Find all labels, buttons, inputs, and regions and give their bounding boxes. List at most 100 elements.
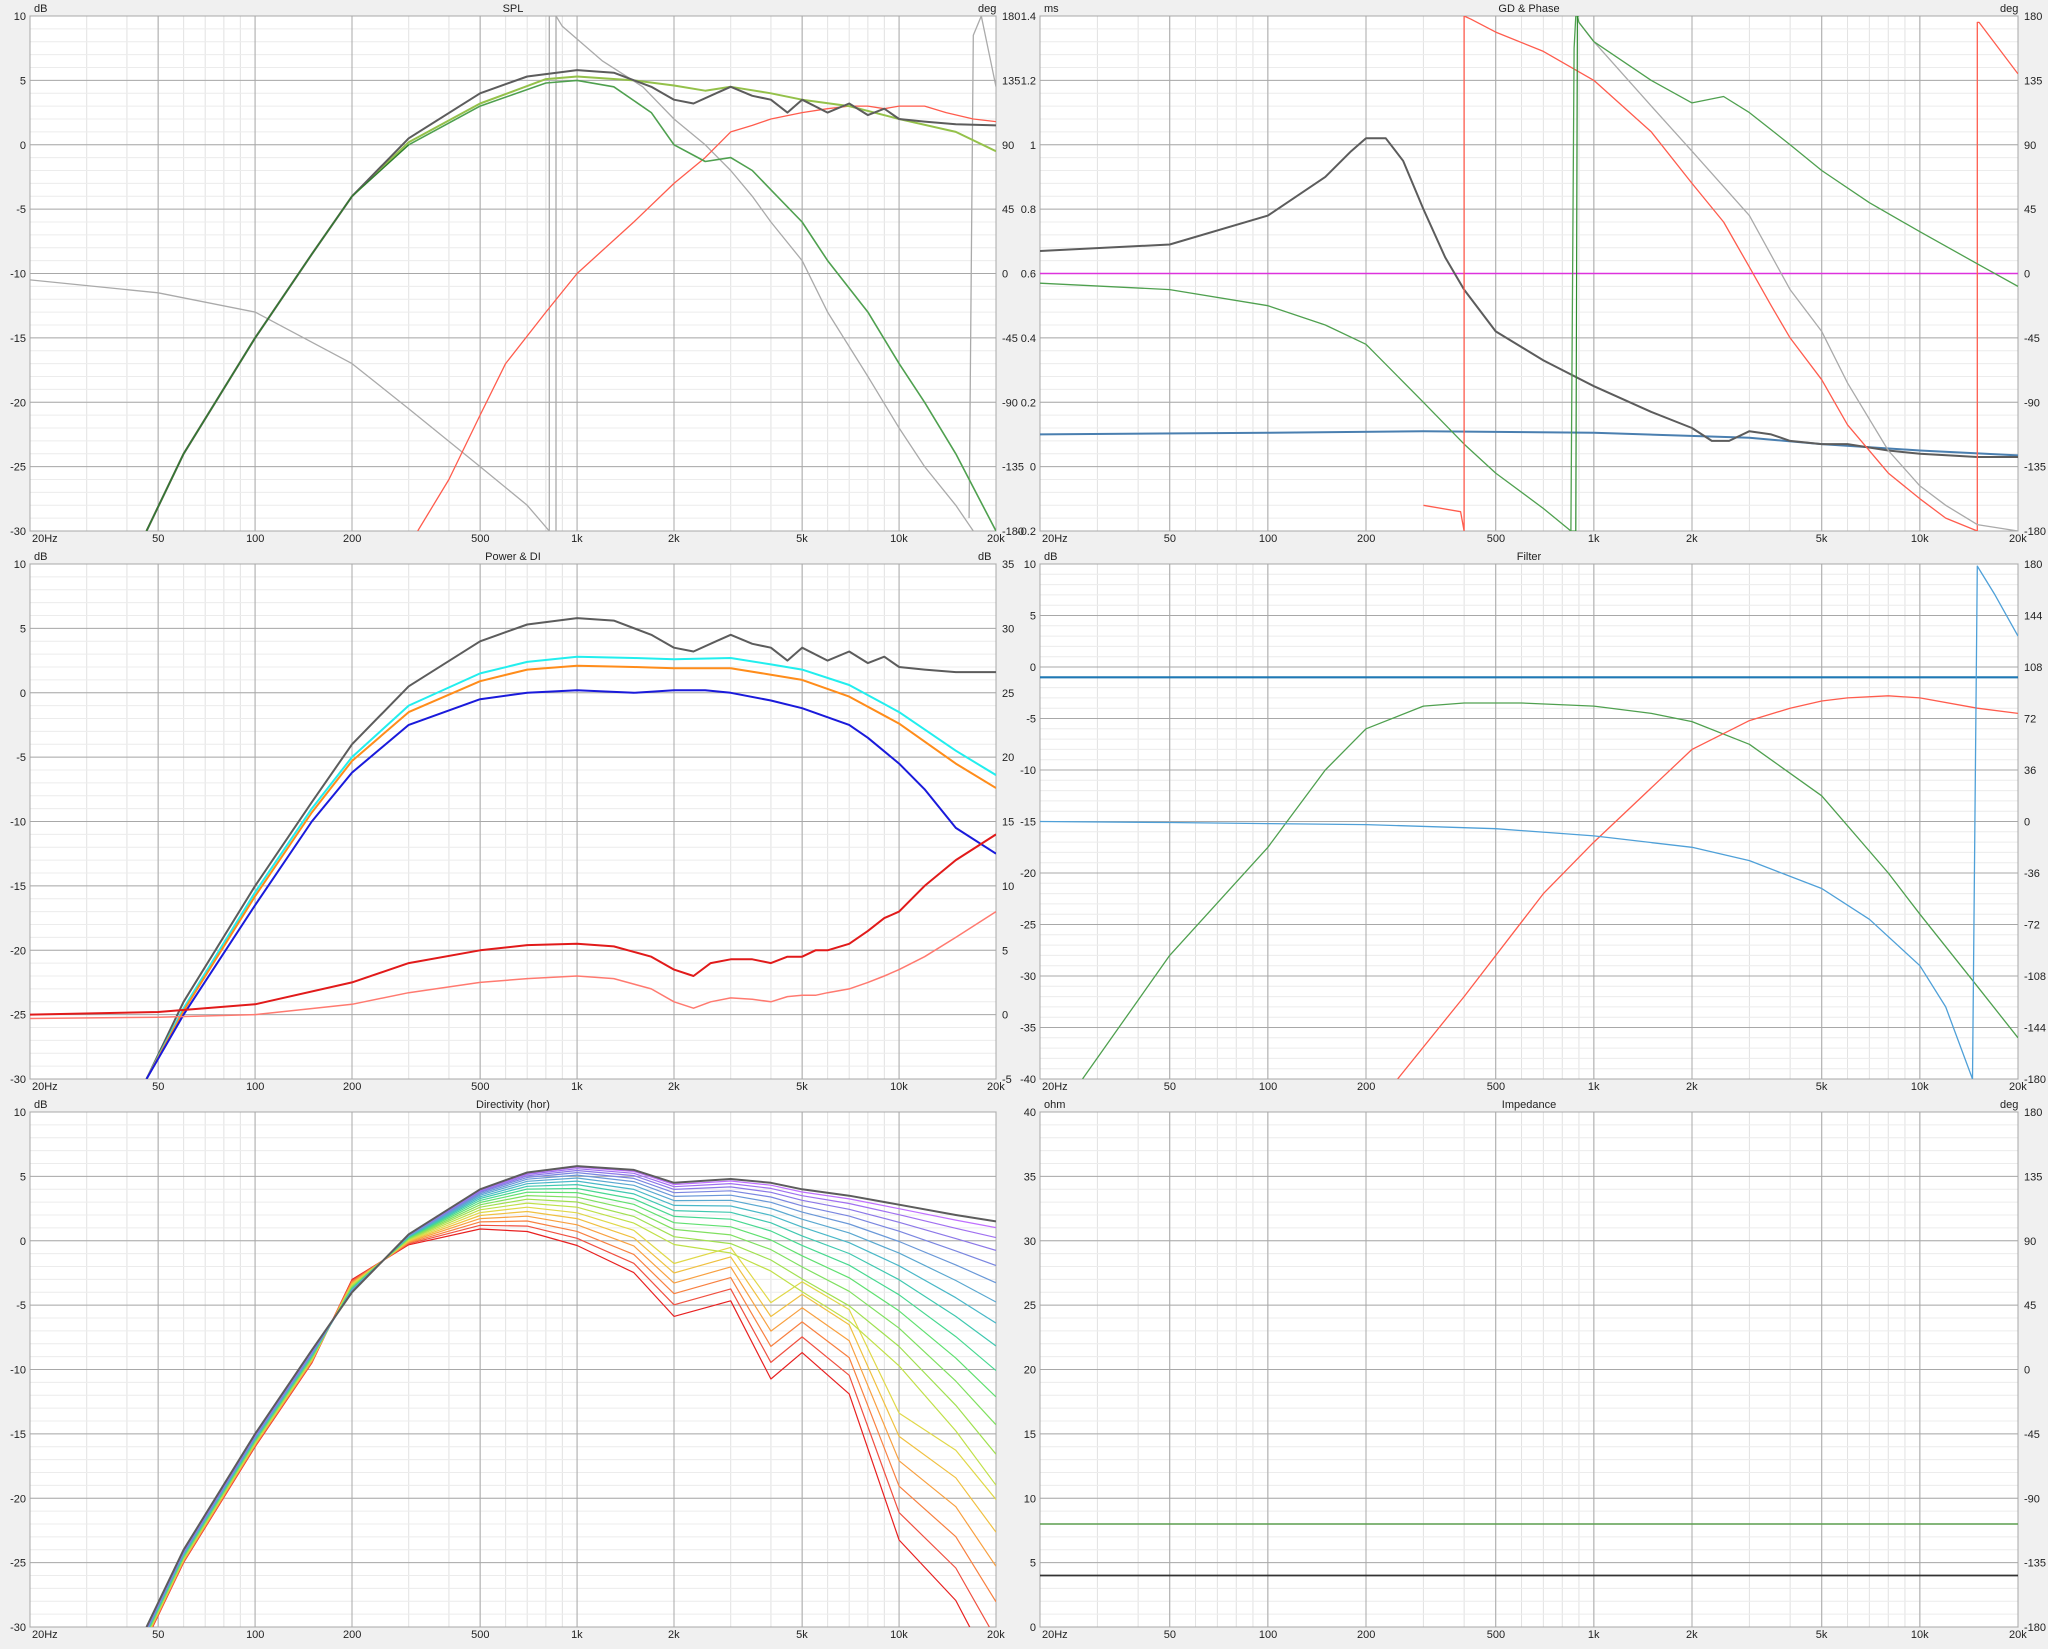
x-tick-label: 500 xyxy=(471,533,489,545)
series-line xyxy=(555,16,974,531)
y2-tick-label: 180 xyxy=(2024,1107,2042,1119)
x-tick-label: 50 xyxy=(152,533,164,545)
chart-impedance: 20Hz 50 100 200 500 1k 2k 5k 10k 20k4035302520151… xyxy=(1024,1099,2046,1641)
y-tick-label: -10 xyxy=(10,817,26,829)
y2-tick-label: 180 xyxy=(2024,11,2042,23)
y2-tick-label: -45 xyxy=(1002,333,1018,345)
y2-tick-label: 5 xyxy=(1002,945,1008,957)
y2-tick-label: -108 xyxy=(2024,971,2046,983)
x-tick-label: 20k xyxy=(2009,533,2027,545)
y-tick-label: 1.2 xyxy=(1021,75,1036,87)
x-tick-label: 10k xyxy=(890,1629,908,1641)
series-line xyxy=(1040,282,1576,531)
series-group xyxy=(30,16,996,531)
y2-tick-label: 15 xyxy=(1002,817,1014,829)
y2-tick-label: 0 xyxy=(1002,269,1008,281)
y-tick-label: -20 xyxy=(1020,868,1036,880)
y-tick-label: -25 xyxy=(10,1558,26,1570)
x-tick-label: 100 xyxy=(246,1081,264,1093)
chart-gd: 20Hz 50 100 200 500 1k 2k 5k 10k 20k 1.4 1.2 1 0.8 0.6… xyxy=(1017,3,2046,545)
y2-tick-label: 25 xyxy=(1002,688,1014,700)
y2-tick-label: 20 xyxy=(1002,752,1014,764)
x-tick-label: 20k xyxy=(2009,1629,2027,1641)
series-line xyxy=(417,105,996,531)
chart-title: Power & DI xyxy=(485,551,541,563)
y-tick-label: -10 xyxy=(10,269,26,281)
x-tick-label: 50 xyxy=(1164,1629,1176,1641)
y2-tick-label: -36 xyxy=(2024,868,2040,880)
y-tick-label: -15 xyxy=(10,1429,26,1441)
x-tick-label: 1k xyxy=(571,1081,583,1093)
y-tick-label: 10 xyxy=(14,11,26,23)
y-unit-label: dB xyxy=(34,551,47,563)
x-tick-label: 500 xyxy=(471,1629,489,1641)
series-line xyxy=(1570,16,2018,531)
x-tick-label: 20Hz xyxy=(32,1629,58,1641)
x-tick-label: 500 xyxy=(1487,533,1505,545)
x-tick-label: 10k xyxy=(1911,533,1929,545)
x-tick-label: 2k xyxy=(1686,533,1698,545)
y-tick-label: -40 xyxy=(1020,1074,1036,1086)
y-tick-label: 10 xyxy=(1024,559,1036,571)
y-tick-label: 0.4 xyxy=(1021,333,1036,345)
series-line xyxy=(968,16,996,519)
x-tick-label: 200 xyxy=(343,1629,361,1641)
y2-tick-label: -5 xyxy=(1002,1074,1012,1086)
x-tick-label: 2k xyxy=(668,1629,680,1641)
series-line xyxy=(1081,702,2018,1079)
x-tick-label: 50 xyxy=(152,1629,164,1641)
y2-tick-label: 30 xyxy=(1002,623,1014,635)
y2-tick-label: 45 xyxy=(2024,204,2036,216)
x-tick-label: 5k xyxy=(796,1081,808,1093)
series-line xyxy=(30,910,996,1020)
y-tick-label: 0.2 xyxy=(1021,397,1036,409)
x-tick-label: 200 xyxy=(1357,1629,1375,1641)
series-group xyxy=(30,617,996,1079)
y-tick-label: -15 xyxy=(10,881,26,893)
x-tick-label: 100 xyxy=(246,533,264,545)
y-tick-label: -15 xyxy=(1020,817,1036,829)
series-line xyxy=(145,689,996,1079)
x-tick-label: 500 xyxy=(471,1081,489,1093)
x-tick-label: 100 xyxy=(1259,1629,1277,1641)
y2-tick-label: 90 xyxy=(2024,140,2036,152)
chart-directivity: 20Hz 50 100 200 500 1k 2k 5k 10k 20k1050-5-10-15-… xyxy=(10,1099,1005,1641)
y-unit-label: dB xyxy=(1044,551,1057,563)
y-tick-label: -30 xyxy=(10,1622,26,1634)
x-tick-label: 5k xyxy=(796,533,808,545)
x-tick-label: 1k xyxy=(1588,1629,1600,1641)
y-tick-label: 5 xyxy=(1030,611,1036,623)
y2-tick-label: -144 xyxy=(2024,1023,2046,1035)
y2-tick-label: 0 xyxy=(2024,269,2030,281)
chart-filter: 20Hz 50 100 200 500 1k 2k 5k 10k 20k1050-5-10-15-… xyxy=(1020,551,2046,1093)
series-line xyxy=(548,16,557,531)
y-tick-label: -25 xyxy=(10,1010,26,1022)
y2-tick-label: 45 xyxy=(1002,204,1014,216)
y-unit-label: dB xyxy=(34,1099,47,1111)
series-line xyxy=(30,279,550,531)
y2-tick-label: -135 xyxy=(1002,462,1024,474)
chart-title: Filter xyxy=(1517,551,1542,563)
y2-unit-label: dB xyxy=(978,551,991,563)
y2-tick-label: 180 xyxy=(1002,11,1020,23)
y-tick-label: 10 xyxy=(14,559,26,571)
series-group xyxy=(1040,16,2018,531)
y-tick-label: 40 xyxy=(1024,1107,1036,1119)
x-tick-label: 20k xyxy=(987,1629,1005,1641)
x-tick-label: 50 xyxy=(152,1081,164,1093)
y-tick-label: 15 xyxy=(1024,1429,1036,1441)
x-tick-label: 100 xyxy=(1259,1081,1277,1093)
x-tick-label: 20k xyxy=(987,1081,1005,1093)
y2-tick-label: -72 xyxy=(2024,920,2040,932)
y2-tick-label: -135 xyxy=(2024,1558,2046,1570)
y-tick-label: 5 xyxy=(20,623,26,635)
series-group xyxy=(1040,565,2018,1079)
x-tick-label: 200 xyxy=(1357,533,1375,545)
x-tick-label: 2k xyxy=(668,1081,680,1093)
chart-spl: 20Hz 50 100 200 500 1k 2k 5k 10k 20k1050-5-10-15-… xyxy=(10,3,1024,545)
x-tick-label: 20Hz xyxy=(32,1081,58,1093)
y-tick-label: 0.8 xyxy=(1021,204,1036,216)
y-tick-label: 1.4 xyxy=(1021,11,1036,23)
